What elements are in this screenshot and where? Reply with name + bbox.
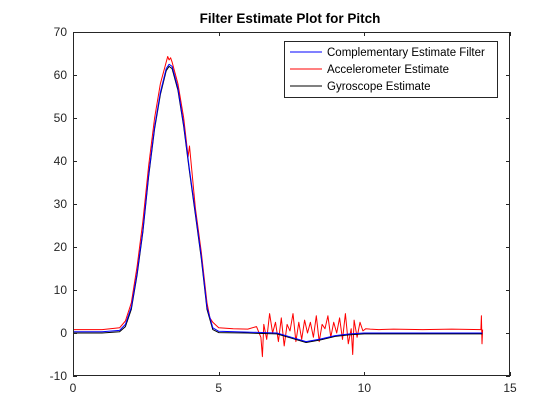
legend-label: Accelerometer Estimate	[327, 64, 449, 76]
y-tick-label: 0	[60, 326, 67, 340]
x-tick-label: 0	[70, 381, 77, 395]
y-tick-label: 10	[54, 283, 68, 297]
y-tick-label: 20	[54, 240, 68, 254]
legend-label: Complementary Estimate Filter	[327, 47, 485, 59]
y-tick-label: 40	[54, 154, 68, 168]
y-tick-label: 60	[54, 68, 68, 82]
x-tick-label: 10	[358, 381, 372, 395]
y-tick-label: 70	[54, 25, 68, 39]
series-line-0	[73, 63, 483, 343]
x-tick-label: 5	[215, 381, 222, 395]
chart-title: Filter Estimate Plot for Pitch	[200, 11, 381, 26]
y-axis: -10 0 10 20 30 40 50 60 70	[50, 25, 510, 383]
y-tick-label: 50	[54, 111, 68, 125]
legend: Complementary Estimate Filter Acceleromet…	[284, 41, 498, 98]
y-tick-label: -10	[50, 369, 68, 383]
legend-label: Gyroscope Estimate	[327, 81, 431, 93]
x-axis: 0 5 10 15	[70, 32, 517, 395]
x-tick-label: 15	[503, 381, 517, 395]
series-layer	[73, 56, 484, 358]
y-tick-label: 30	[54, 197, 68, 211]
